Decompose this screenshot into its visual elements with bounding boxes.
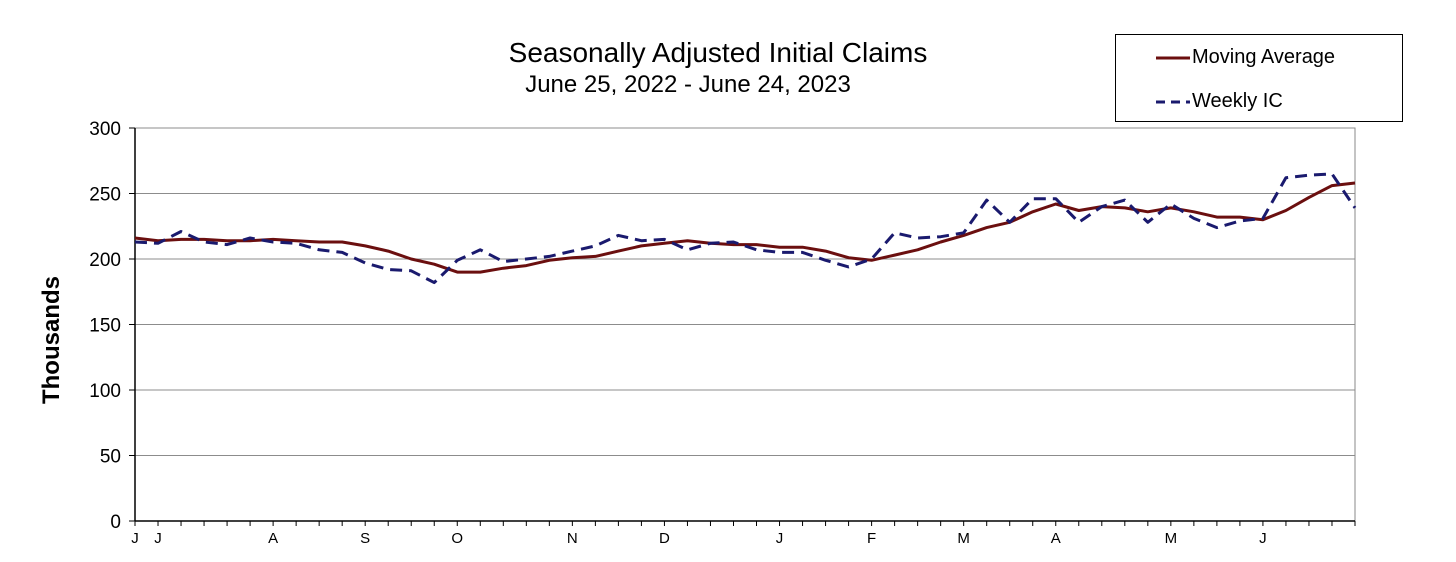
x-tick-label: J: [776, 530, 784, 547]
x-tick-label: M: [1165, 530, 1178, 547]
x-tick-label: J: [131, 530, 139, 547]
x-tick-label: F: [867, 530, 876, 547]
chart-subtitle: June 25, 2022 - June 24, 2023: [525, 71, 851, 98]
x-tick-label: J: [1259, 530, 1267, 547]
chart-title: Seasonally Adjusted Initial Claims: [508, 37, 928, 68]
x-tick-label: J: [154, 530, 162, 547]
x-tick-label: N: [567, 530, 578, 547]
y-tick-label: 250: [89, 185, 121, 206]
y-tick-label: 50: [100, 447, 121, 468]
x-tick-label: A: [1051, 530, 1061, 547]
series-line-moving-average: [134, 181, 1356, 274]
legend-item-weekly-ic: Weekly IC: [1116, 87, 1402, 117]
y-tick-label: 200: [89, 250, 121, 271]
y-tick-label: 150: [89, 316, 121, 337]
x-tick-label: O: [451, 530, 463, 547]
legend-swatch-weekly-ic: [1156, 100, 1190, 104]
legend-label-moving-average: Moving Average: [1192, 46, 1336, 68]
x-tick-label: A: [268, 530, 278, 547]
series-line-weekly-ic: [134, 172, 1357, 285]
y-tick-label: 100: [89, 381, 121, 402]
legend-item-moving-average: Moving Average: [1116, 43, 1402, 73]
y-tick-label: 300: [89, 119, 121, 140]
x-tick-label: S: [360, 530, 370, 547]
chart-legend: Moving Average Weekly IC: [1115, 34, 1403, 122]
legend-swatch-moving-average: [1156, 56, 1190, 60]
x-tick-label: M: [957, 530, 970, 547]
x-tick-label: D: [659, 530, 670, 547]
y-tick-label: 0: [110, 512, 121, 533]
legend-label-weekly-ic: Weekly IC: [1192, 90, 1283, 112]
